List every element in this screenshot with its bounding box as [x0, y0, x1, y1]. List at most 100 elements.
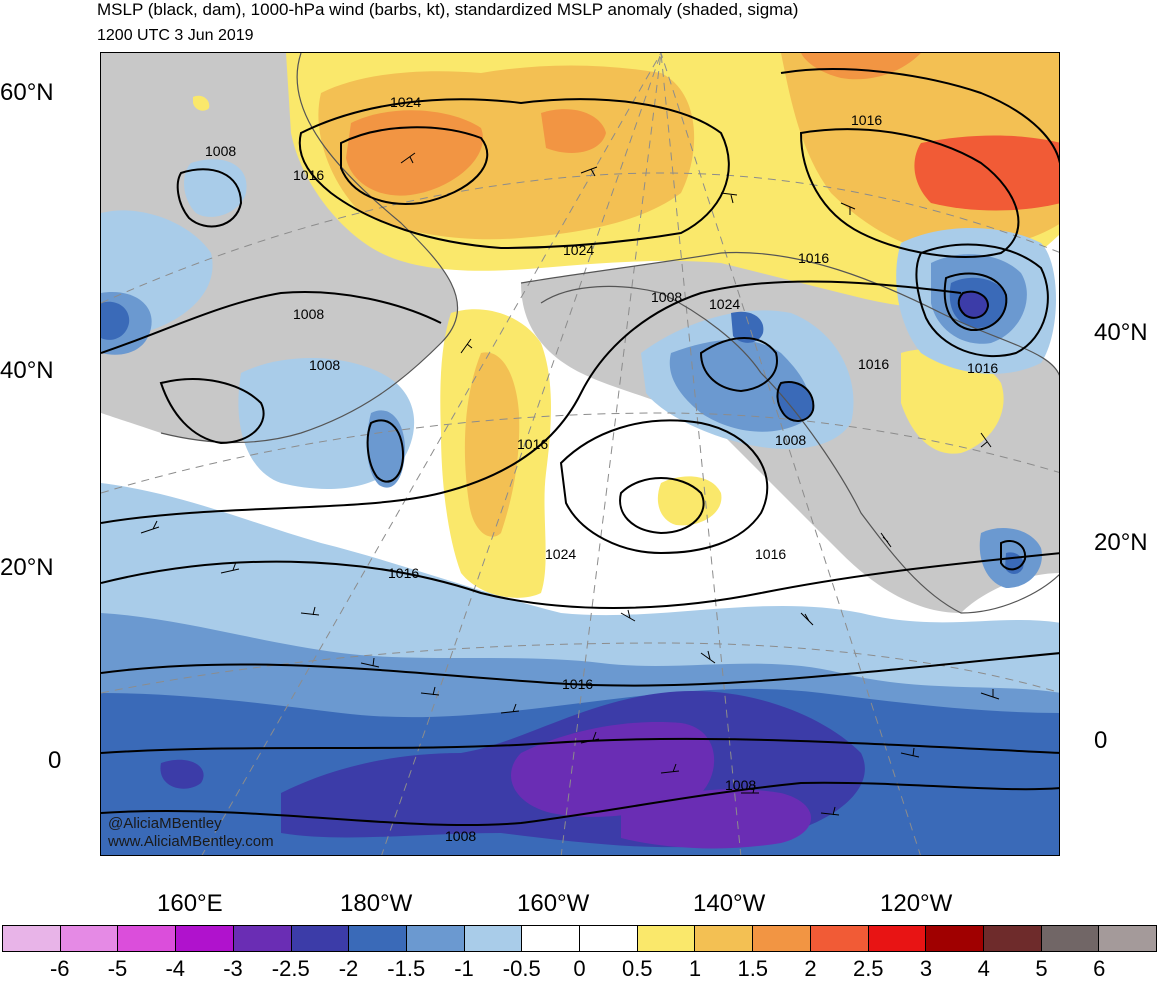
colorbar [2, 925, 1157, 952]
colorbar-swatch [1099, 926, 1157, 951]
colorbar-swatch [406, 926, 465, 951]
anomaly-red-ne [914, 135, 1059, 211]
colorbar-swatch [118, 926, 177, 951]
anomaly-orange-north-1 [318, 65, 695, 240]
anomaly-light-blue-nw-2 [184, 159, 247, 217]
contour-label: 1008 [775, 432, 806, 448]
colorbar-swatch [926, 926, 984, 951]
colorbar-tick-label: 5 [1035, 956, 1048, 981]
colorbar-swatch [810, 926, 869, 951]
colorbar-tick-label: 3 [919, 956, 933, 981]
lat-label-right-0: 0 [1094, 727, 1108, 754]
land-asia [101, 53, 458, 443]
contour-label: 1016 [967, 360, 998, 376]
contour-label: 1024 [545, 546, 576, 562]
contour-label: 1016 [562, 676, 593, 692]
anomaly-yellow-small [657, 476, 722, 526]
colorbar-tick-label: 0 [573, 956, 586, 981]
colorbar-tick-label: -6 [49, 956, 70, 981]
credit-text: @AliciaMBentley www.AliciaMBentley.com [108, 815, 274, 851]
anomaly-low-alaska-dark-2 [731, 311, 764, 343]
anomaly-blob-purple-left [160, 759, 204, 789]
anomaly-low-alaska-mid [669, 339, 810, 432]
colorbar-tick-label: -2 [338, 956, 359, 981]
anomaly-orange-ne-2 [801, 53, 921, 80]
colorbar-tick-label: -0.5 [502, 956, 541, 981]
colorbar-swatch [753, 926, 811, 951]
coastlines [160, 53, 1059, 614]
contour-label: 1016 [851, 112, 882, 128]
lon-label-180w: 180°W [340, 890, 413, 917]
colorbar-tick-label: -2.5 [271, 956, 310, 981]
contour-label: 1008 [651, 289, 682, 305]
contour-label: 1016 [517, 436, 548, 452]
contour-label-group: 1024 1008 1016 1016 1024 1016 1008 1024 … [205, 94, 998, 844]
colorbar-swatch [1041, 926, 1100, 951]
colorbar-tick-label: -1.5 [387, 956, 426, 981]
contour-label: 1016 [388, 565, 419, 581]
colorbar-tick-label: 6 [1093, 956, 1106, 981]
colorbar-swatch [637, 926, 696, 951]
anomaly-blob-violet [511, 722, 715, 817]
credit-url: www.AliciaMBentley.com [108, 833, 274, 850]
contour-label: 1024 [709, 296, 740, 312]
lat-label-0: 0 [48, 747, 62, 774]
contour-label: 1008 [725, 777, 756, 793]
colorbar-tick-label: 1.5 [737, 956, 769, 981]
colorbar-swatch [233, 926, 292, 951]
lat-label-40n: 40°N [0, 357, 54, 384]
colorbar-tick-label: -5 [107, 956, 128, 981]
contour-label: 1016 [755, 546, 786, 562]
contour-label: 1008 [205, 143, 236, 159]
contour-label: 1008 [309, 357, 340, 373]
anomaly-yellow-tiny [193, 95, 210, 111]
contour-label: 1016 [858, 356, 889, 372]
anomaly-orange-gulf [464, 352, 520, 537]
colorbar-tick-label: -3 [223, 956, 243, 981]
contour-label: 1008 [445, 828, 476, 844]
lat-label-20n: 20°N [0, 554, 54, 581]
colorbar-swatch [464, 926, 523, 951]
colorbar-tick-label: 2 [804, 956, 817, 981]
contour-label: 1024 [563, 242, 594, 258]
anomaly-low-alaska-dark [777, 382, 814, 421]
lat-label-right-20n: 20°N [1094, 529, 1148, 556]
mslp-contours [101, 68, 1059, 827]
lon-label-140w: 140°W [693, 890, 766, 917]
colorbar-tick-label: 4 [977, 956, 990, 981]
anomaly-orange-north-3 [541, 109, 606, 153]
colorbar-swatch [291, 926, 350, 951]
contour-label: 1008 [293, 306, 324, 322]
colorbar-swatch [176, 926, 234, 951]
colorbar-tick-label: -1 [454, 956, 474, 981]
lon-label-160e: 160°E [157, 890, 223, 917]
anomaly-yellow-east [901, 349, 1004, 454]
colorbar-swatch [60, 926, 119, 951]
colorbar-swatch [349, 926, 407, 951]
colorbar-swatch [580, 926, 638, 951]
lon-label-160w: 160°W [517, 890, 590, 917]
chart-title: MSLP (black, dam), 1000-hPa wind (barbs,… [97, 0, 799, 19]
colorbar-swatch [695, 926, 754, 951]
colorbar-swatch [3, 926, 61, 951]
contour-label: 1016 [293, 167, 324, 183]
map-panel: 1024 1008 1016 1016 1024 1016 1008 1024 … [100, 52, 1060, 856]
wind-barbs [140, 152, 1000, 816]
colorbar-tick-label: 2.5 [852, 956, 884, 981]
contour-label: 1016 [798, 250, 829, 266]
anomaly-low-left-dark [101, 301, 130, 340]
colorbar-tick-label: -4 [165, 956, 186, 981]
lat-label-60n: 60°N [0, 79, 54, 106]
graticule [101, 53, 1059, 855]
lon-label-120w: 120°W [880, 890, 953, 917]
lat-label-right-40n: 40°N [1094, 319, 1148, 346]
colorbar-swatch [868, 926, 927, 951]
map-svg: 1024 1008 1016 1016 1024 1016 1008 1024 … [101, 53, 1059, 855]
contour-label: 1024 [390, 94, 421, 110]
colorbar-swatch [983, 926, 1042, 951]
chart-subtitle: 1200 UTC 3 Jun 2019 [97, 27, 254, 44]
credit-handle: @AliciaMBentley [108, 815, 222, 832]
colorbar-tick-label: 0.5 [621, 956, 653, 981]
anomaly-low-east-core [958, 291, 989, 318]
anomaly-blob-violet-2 [621, 789, 811, 849]
